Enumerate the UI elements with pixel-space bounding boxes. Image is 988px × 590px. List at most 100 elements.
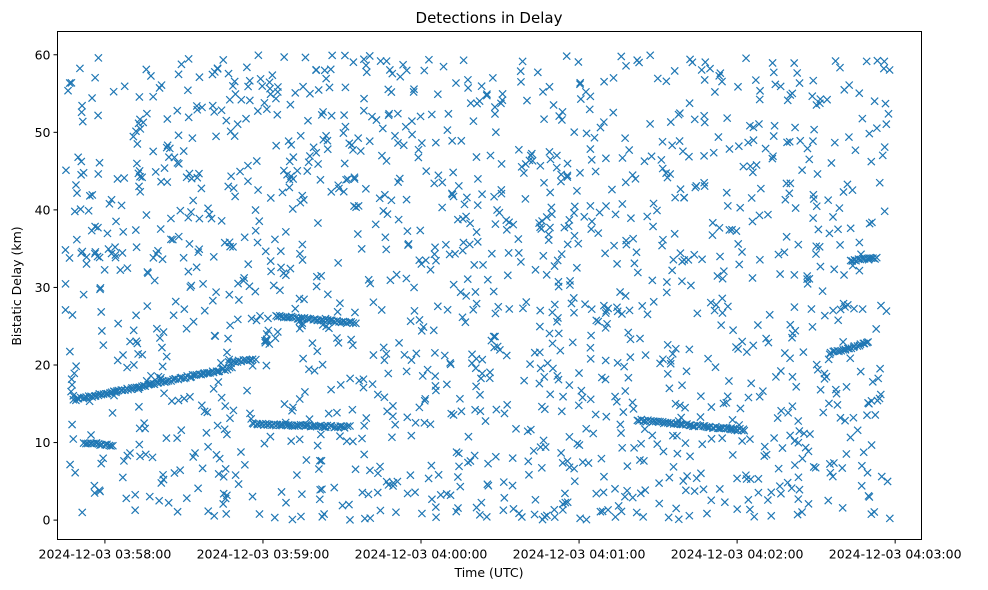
- data-point: [382, 349, 391, 358]
- data-point: [446, 360, 455, 369]
- data-point: [621, 387, 630, 396]
- data-point: [535, 322, 544, 331]
- data-point: [641, 351, 650, 360]
- data-point: [66, 460, 75, 469]
- data-point: [303, 167, 312, 176]
- data-point: [281, 227, 290, 236]
- data-point: [472, 228, 481, 237]
- data-point: [69, 434, 78, 444]
- data-point: [94, 111, 103, 120]
- data-point: [296, 131, 305, 140]
- data-point: [820, 311, 829, 320]
- data-point: [411, 488, 420, 497]
- data-point: [782, 179, 791, 188]
- data-point: [870, 97, 879, 106]
- data-point: [517, 512, 526, 522]
- data-point: [804, 499, 813, 508]
- data-point: [214, 469, 223, 478]
- data-point: [562, 52, 571, 61]
- data-point: [253, 238, 262, 247]
- data-point: [214, 367, 223, 376]
- data-point: [107, 195, 116, 204]
- y-tick-label: 40: [35, 202, 51, 217]
- data-point: [210, 107, 219, 116]
- data-point: [152, 324, 161, 333]
- data-point: [395, 174, 404, 183]
- data-point: [641, 486, 650, 495]
- data-point: [715, 223, 724, 232]
- data-point: [361, 184, 370, 193]
- data-point: [744, 138, 753, 147]
- data-point: [565, 381, 574, 390]
- data-point: [824, 496, 833, 505]
- data-point: [745, 505, 754, 514]
- data-point: [739, 162, 748, 171]
- data-point: [143, 268, 152, 277]
- data-point: [372, 116, 381, 125]
- data-point: [663, 369, 672, 378]
- data-point: [491, 220, 500, 229]
- data-point: [751, 76, 760, 85]
- data-point: [402, 274, 411, 283]
- data-point: [166, 235, 175, 244]
- data-point: [280, 53, 289, 62]
- data-point: [769, 68, 778, 77]
- data-point: [655, 479, 664, 488]
- data-point: [692, 474, 701, 483]
- data-point: [419, 323, 428, 332]
- data-point: [204, 442, 213, 451]
- data-point: [301, 53, 310, 62]
- data-point: [560, 223, 569, 232]
- data-point: [643, 310, 652, 319]
- data-point: [317, 485, 326, 494]
- data-point: [518, 57, 527, 66]
- data-point: [570, 202, 579, 211]
- data-point: [388, 412, 397, 421]
- data-point: [700, 111, 709, 120]
- data-point: [76, 205, 85, 214]
- data-point: [197, 401, 206, 410]
- data-point: [774, 250, 783, 259]
- data-point: [725, 225, 734, 234]
- data-point: [248, 492, 257, 501]
- data-point: [118, 473, 127, 482]
- data-point: [508, 454, 517, 463]
- data-point: [402, 66, 411, 75]
- data-point: [761, 144, 770, 153]
- data-point: [67, 375, 76, 384]
- data-point: [432, 513, 441, 522]
- data-point: [298, 240, 307, 249]
- data-point: [602, 412, 611, 421]
- data-point: [459, 56, 468, 65]
- data-point: [449, 168, 458, 177]
- data-point: [557, 407, 566, 416]
- data-point: [463, 458, 472, 467]
- data-point: [221, 402, 230, 411]
- data-point: [173, 106, 182, 115]
- data-point: [254, 185, 263, 195]
- data-point: [855, 238, 864, 247]
- data-point: [245, 76, 254, 85]
- data-point: [514, 145, 523, 154]
- data-point: [217, 216, 226, 225]
- data-point: [718, 294, 727, 303]
- data-point: [831, 57, 840, 66]
- data-point: [723, 114, 732, 123]
- data-point: [339, 187, 348, 196]
- data-point: [458, 313, 467, 322]
- data-point: [639, 512, 648, 521]
- data-point: [749, 341, 758, 350]
- data-point: [376, 57, 385, 66]
- data-point: [388, 69, 397, 78]
- data-point: [291, 304, 300, 313]
- data-point: [815, 242, 824, 251]
- data-point: [332, 408, 341, 417]
- data-point: [287, 140, 296, 149]
- data-point: [519, 168, 528, 178]
- data-point: [169, 311, 178, 320]
- data-point: [808, 137, 817, 146]
- data-point: [459, 238, 468, 247]
- data-point: [836, 413, 845, 422]
- data-point: [594, 229, 603, 238]
- data-point: [99, 341, 108, 350]
